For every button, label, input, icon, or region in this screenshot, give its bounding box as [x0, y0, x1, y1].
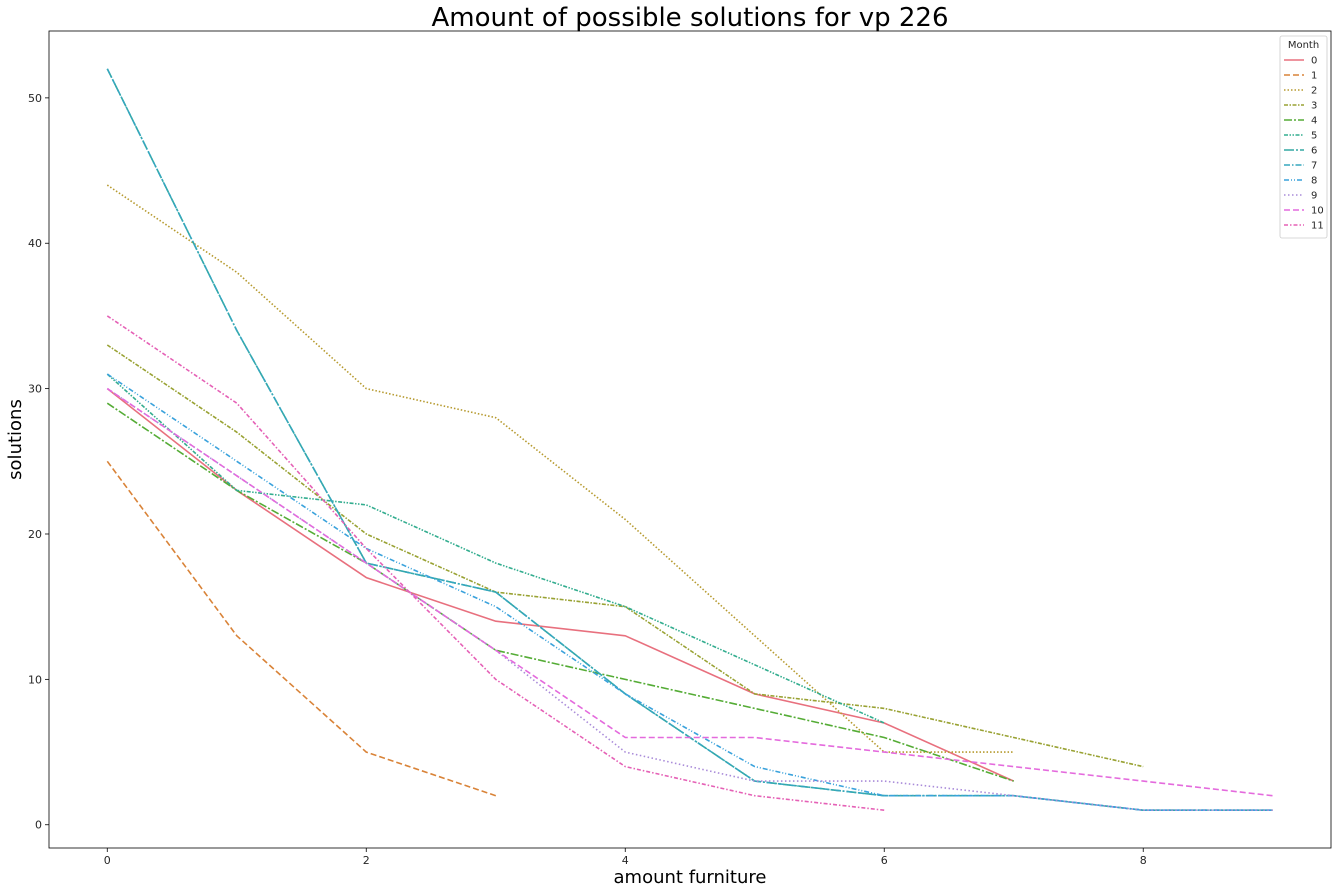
- series-line-7: [106, 68, 1273, 812]
- legend-label-1: 1: [1311, 71, 1317, 82]
- series-line-6: [106, 68, 1273, 812]
- legend-label-10: 10: [1311, 206, 1324, 217]
- series-line-5: [106, 373, 885, 724]
- series-line-8: [106, 373, 1273, 812]
- legend-label-7: 7: [1311, 161, 1317, 172]
- legend-box: [1279, 35, 1328, 239]
- x-tick-label: 0: [104, 854, 111, 867]
- y-tick-label: 0: [35, 819, 42, 832]
- series-line-3: [106, 344, 1144, 768]
- legend-label-0: 0: [1311, 56, 1317, 67]
- legend-label-9: 9: [1311, 191, 1317, 202]
- legend-label-6: 6: [1311, 146, 1317, 157]
- legend: Month 0 1 2 3 4 5 6 7 8 9 10 11: [1279, 35, 1328, 239]
- series-line-2: [106, 184, 1014, 753]
- y-tick-label: 50: [28, 92, 42, 105]
- y-tick-label: 30: [28, 383, 42, 396]
- series-line-9: [106, 387, 1273, 812]
- chart-title: Amount of possible solutions for vp 226: [431, 3, 948, 33]
- series-line-1: [106, 460, 497, 797]
- x-tick-label: 4: [622, 854, 629, 867]
- legend-label-5: 5: [1311, 131, 1317, 142]
- x-axis-label: amount furniture: [614, 867, 767, 888]
- legend-label-8: 8: [1311, 176, 1317, 187]
- x-tick-label: 8: [1140, 854, 1147, 867]
- x-tick-label: 6: [881, 854, 888, 867]
- y-tick-label: 40: [28, 237, 42, 250]
- legend-title: Month: [1288, 40, 1319, 51]
- y-tick-label: 20: [28, 528, 42, 541]
- series-line-0: [106, 387, 1015, 782]
- series-line-4: [106, 402, 1014, 782]
- series-line-10: [106, 387, 1273, 797]
- legend-label-2: 2: [1311, 86, 1317, 97]
- x-tick-label: 2: [363, 854, 370, 867]
- plot-frame: [48, 30, 1332, 849]
- legend-label-4: 4: [1311, 116, 1317, 127]
- legend-label-3: 3: [1311, 101, 1317, 112]
- series-line-11: [106, 315, 885, 811]
- legend-label-11: 11: [1311, 221, 1324, 232]
- y-axis-label: solutions: [5, 399, 26, 480]
- y-tick-label: 10: [28, 673, 42, 686]
